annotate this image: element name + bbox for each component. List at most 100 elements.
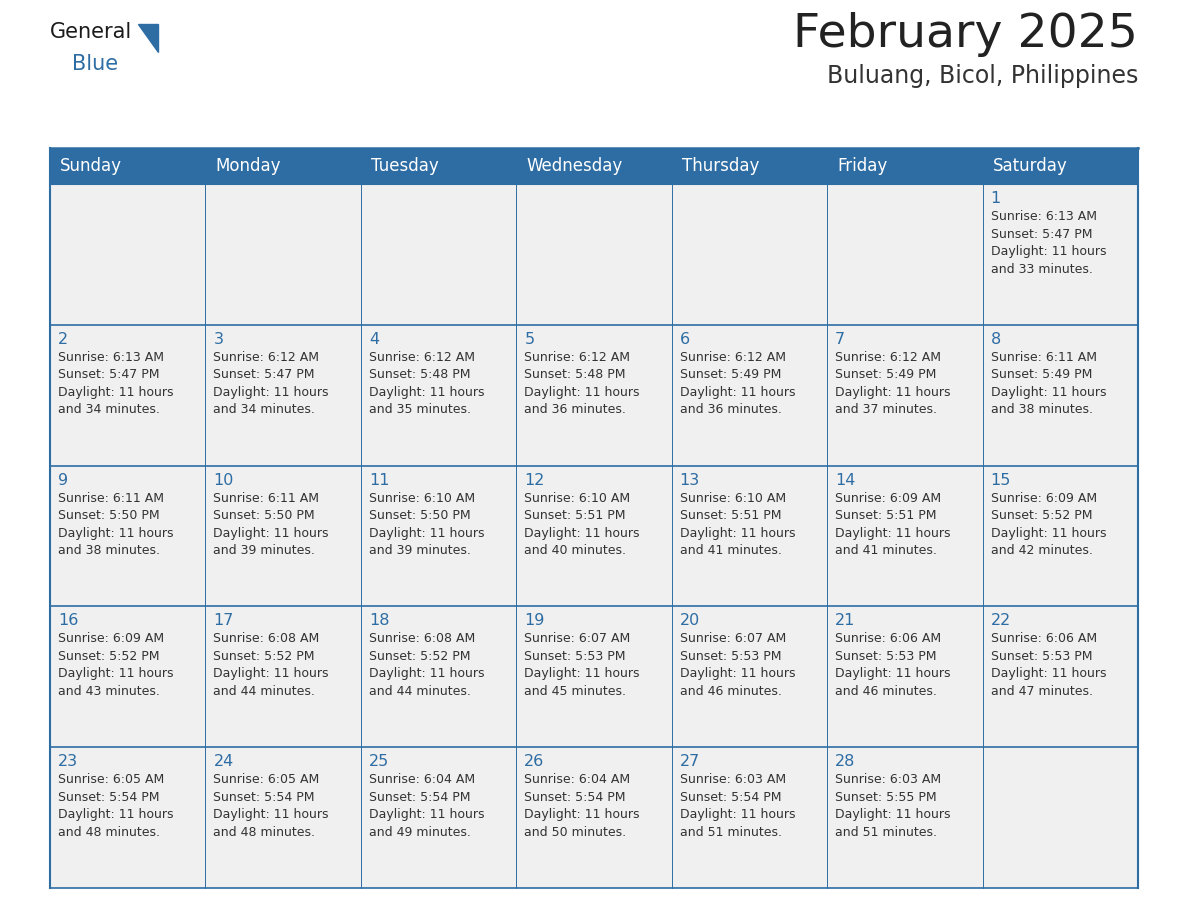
Bar — [982, 148, 1138, 184]
Text: 15: 15 — [991, 473, 1011, 487]
Bar — [361, 607, 517, 747]
Text: Sunrise: 6:10 AM
Sunset: 5:51 PM
Daylight: 11 hours
and 41 minutes.: Sunrise: 6:10 AM Sunset: 5:51 PM Dayligh… — [680, 492, 795, 557]
Text: Sunrise: 6:07 AM
Sunset: 5:53 PM
Daylight: 11 hours
and 45 minutes.: Sunrise: 6:07 AM Sunset: 5:53 PM Dayligh… — [524, 633, 640, 698]
Text: Friday: Friday — [838, 157, 887, 175]
Text: Blue: Blue — [72, 54, 118, 74]
Bar — [517, 465, 671, 607]
Bar — [517, 607, 671, 747]
Bar — [982, 184, 1138, 325]
Bar — [206, 607, 361, 747]
Bar — [827, 607, 982, 747]
Text: 16: 16 — [58, 613, 78, 629]
Text: Sunrise: 6:09 AM
Sunset: 5:51 PM
Daylight: 11 hours
and 41 minutes.: Sunrise: 6:09 AM Sunset: 5:51 PM Dayligh… — [835, 492, 950, 557]
Text: February 2025: February 2025 — [794, 12, 1138, 57]
Text: 12: 12 — [524, 473, 544, 487]
Text: Sunrise: 6:07 AM
Sunset: 5:53 PM
Daylight: 11 hours
and 46 minutes.: Sunrise: 6:07 AM Sunset: 5:53 PM Dayligh… — [680, 633, 795, 698]
Text: Sunrise: 6:09 AM
Sunset: 5:52 PM
Daylight: 11 hours
and 43 minutes.: Sunrise: 6:09 AM Sunset: 5:52 PM Dayligh… — [58, 633, 173, 698]
Bar — [50, 184, 206, 325]
Text: 25: 25 — [368, 755, 390, 769]
Text: Sunrise: 6:13 AM
Sunset: 5:47 PM
Daylight: 11 hours
and 33 minutes.: Sunrise: 6:13 AM Sunset: 5:47 PM Dayligh… — [991, 210, 1106, 275]
Bar — [671, 747, 827, 888]
Text: Sunrise: 6:06 AM
Sunset: 5:53 PM
Daylight: 11 hours
and 47 minutes.: Sunrise: 6:06 AM Sunset: 5:53 PM Dayligh… — [991, 633, 1106, 698]
Bar — [517, 184, 671, 325]
Text: Sunrise: 6:11 AM
Sunset: 5:49 PM
Daylight: 11 hours
and 38 minutes.: Sunrise: 6:11 AM Sunset: 5:49 PM Dayligh… — [991, 351, 1106, 416]
Text: Sunrise: 6:12 AM
Sunset: 5:48 PM
Daylight: 11 hours
and 35 minutes.: Sunrise: 6:12 AM Sunset: 5:48 PM Dayligh… — [368, 351, 485, 416]
Text: Sunrise: 6:04 AM
Sunset: 5:54 PM
Daylight: 11 hours
and 49 minutes.: Sunrise: 6:04 AM Sunset: 5:54 PM Dayligh… — [368, 773, 485, 839]
Text: 26: 26 — [524, 755, 544, 769]
Text: 18: 18 — [368, 613, 390, 629]
Text: 20: 20 — [680, 613, 700, 629]
Text: 11: 11 — [368, 473, 390, 487]
Bar — [827, 465, 982, 607]
Bar — [361, 325, 517, 465]
Bar — [361, 184, 517, 325]
Text: General: General — [50, 22, 132, 42]
Text: Sunrise: 6:12 AM
Sunset: 5:47 PM
Daylight: 11 hours
and 34 minutes.: Sunrise: 6:12 AM Sunset: 5:47 PM Dayligh… — [214, 351, 329, 416]
Bar — [517, 747, 671, 888]
Bar — [517, 325, 671, 465]
Bar — [982, 465, 1138, 607]
Bar — [50, 465, 206, 607]
Bar — [671, 607, 827, 747]
Text: Sunrise: 6:12 AM
Sunset: 5:49 PM
Daylight: 11 hours
and 37 minutes.: Sunrise: 6:12 AM Sunset: 5:49 PM Dayligh… — [835, 351, 950, 416]
Bar — [982, 607, 1138, 747]
Bar — [206, 184, 361, 325]
Text: 21: 21 — [835, 613, 855, 629]
Bar — [982, 747, 1138, 888]
Text: Sunrise: 6:12 AM
Sunset: 5:49 PM
Daylight: 11 hours
and 36 minutes.: Sunrise: 6:12 AM Sunset: 5:49 PM Dayligh… — [680, 351, 795, 416]
Text: 6: 6 — [680, 331, 690, 347]
Text: 8: 8 — [991, 331, 1000, 347]
Text: Sunrise: 6:12 AM
Sunset: 5:48 PM
Daylight: 11 hours
and 36 minutes.: Sunrise: 6:12 AM Sunset: 5:48 PM Dayligh… — [524, 351, 640, 416]
Bar — [361, 747, 517, 888]
Text: 1: 1 — [991, 191, 1000, 206]
Bar — [50, 607, 206, 747]
Text: 17: 17 — [214, 613, 234, 629]
Text: 27: 27 — [680, 755, 700, 769]
Text: Buluang, Bicol, Philippines: Buluang, Bicol, Philippines — [827, 64, 1138, 88]
Text: Sunrise: 6:08 AM
Sunset: 5:52 PM
Daylight: 11 hours
and 44 minutes.: Sunrise: 6:08 AM Sunset: 5:52 PM Dayligh… — [368, 633, 485, 698]
Text: Sunrise: 6:05 AM
Sunset: 5:54 PM
Daylight: 11 hours
and 48 minutes.: Sunrise: 6:05 AM Sunset: 5:54 PM Dayligh… — [214, 773, 329, 839]
Text: 2: 2 — [58, 331, 68, 347]
Bar — [827, 184, 982, 325]
Text: 24: 24 — [214, 755, 234, 769]
Text: 10: 10 — [214, 473, 234, 487]
Bar — [827, 148, 982, 184]
Text: Sunrise: 6:04 AM
Sunset: 5:54 PM
Daylight: 11 hours
and 50 minutes.: Sunrise: 6:04 AM Sunset: 5:54 PM Dayligh… — [524, 773, 640, 839]
Text: 22: 22 — [991, 613, 1011, 629]
Text: Sunrise: 6:08 AM
Sunset: 5:52 PM
Daylight: 11 hours
and 44 minutes.: Sunrise: 6:08 AM Sunset: 5:52 PM Dayligh… — [214, 633, 329, 698]
Text: Sunrise: 6:10 AM
Sunset: 5:51 PM
Daylight: 11 hours
and 40 minutes.: Sunrise: 6:10 AM Sunset: 5:51 PM Dayligh… — [524, 492, 640, 557]
Bar — [50, 148, 206, 184]
Text: Sunrise: 6:11 AM
Sunset: 5:50 PM
Daylight: 11 hours
and 38 minutes.: Sunrise: 6:11 AM Sunset: 5:50 PM Dayligh… — [58, 492, 173, 557]
Bar — [206, 465, 361, 607]
Bar — [827, 747, 982, 888]
Bar — [206, 148, 361, 184]
Text: 9: 9 — [58, 473, 68, 487]
Bar — [827, 325, 982, 465]
Bar — [671, 148, 827, 184]
Text: Sunrise: 6:09 AM
Sunset: 5:52 PM
Daylight: 11 hours
and 42 minutes.: Sunrise: 6:09 AM Sunset: 5:52 PM Dayligh… — [991, 492, 1106, 557]
Bar — [206, 325, 361, 465]
Bar — [517, 148, 671, 184]
Bar — [361, 465, 517, 607]
Text: 13: 13 — [680, 473, 700, 487]
Text: Sunrise: 6:05 AM
Sunset: 5:54 PM
Daylight: 11 hours
and 48 minutes.: Sunrise: 6:05 AM Sunset: 5:54 PM Dayligh… — [58, 773, 173, 839]
Text: Sunrise: 6:03 AM
Sunset: 5:54 PM
Daylight: 11 hours
and 51 minutes.: Sunrise: 6:03 AM Sunset: 5:54 PM Dayligh… — [680, 773, 795, 839]
Text: 14: 14 — [835, 473, 855, 487]
Text: 28: 28 — [835, 755, 855, 769]
Text: 7: 7 — [835, 331, 846, 347]
Text: Monday: Monday — [215, 157, 280, 175]
Text: Sunrise: 6:06 AM
Sunset: 5:53 PM
Daylight: 11 hours
and 46 minutes.: Sunrise: 6:06 AM Sunset: 5:53 PM Dayligh… — [835, 633, 950, 698]
Text: Sunrise: 6:03 AM
Sunset: 5:55 PM
Daylight: 11 hours
and 51 minutes.: Sunrise: 6:03 AM Sunset: 5:55 PM Dayligh… — [835, 773, 950, 839]
Text: Sunrise: 6:10 AM
Sunset: 5:50 PM
Daylight: 11 hours
and 39 minutes.: Sunrise: 6:10 AM Sunset: 5:50 PM Dayligh… — [368, 492, 485, 557]
Bar — [982, 325, 1138, 465]
Text: 23: 23 — [58, 755, 78, 769]
Text: Sunrise: 6:11 AM
Sunset: 5:50 PM
Daylight: 11 hours
and 39 minutes.: Sunrise: 6:11 AM Sunset: 5:50 PM Dayligh… — [214, 492, 329, 557]
Text: 4: 4 — [368, 331, 379, 347]
Bar — [206, 747, 361, 888]
Bar — [671, 465, 827, 607]
Polygon shape — [138, 24, 158, 52]
Text: Wednesday: Wednesday — [526, 157, 623, 175]
Bar — [671, 184, 827, 325]
Bar — [671, 325, 827, 465]
Text: Tuesday: Tuesday — [371, 157, 438, 175]
